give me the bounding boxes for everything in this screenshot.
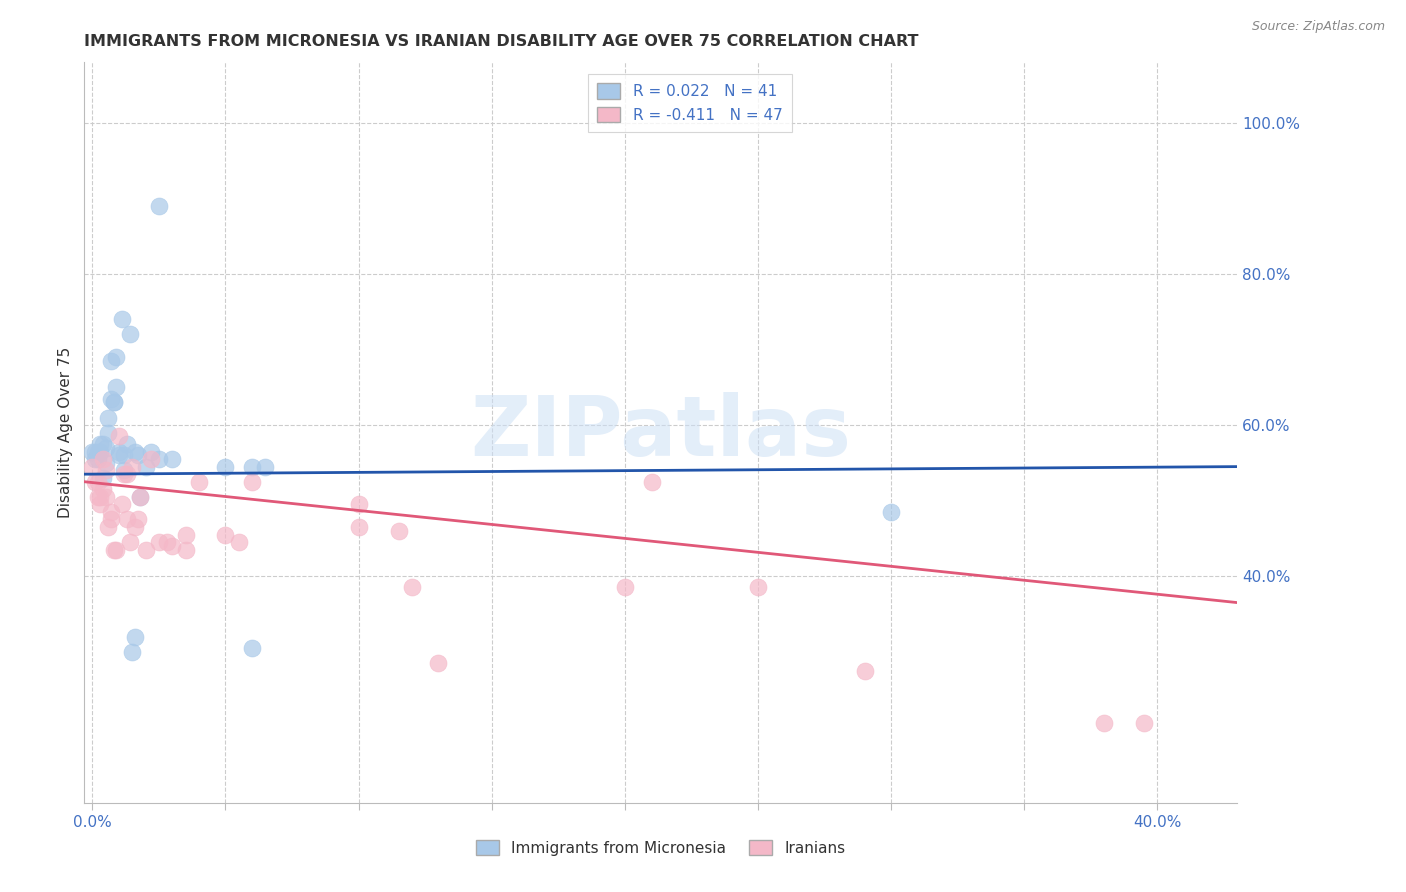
Point xyxy=(139,444,162,458)
Point xyxy=(747,581,769,595)
Point xyxy=(1092,716,1115,731)
Point xyxy=(100,392,122,406)
Point xyxy=(853,664,876,678)
Point xyxy=(880,505,903,519)
Point xyxy=(112,463,135,477)
Point xyxy=(105,350,128,364)
Point xyxy=(105,380,128,394)
Point xyxy=(91,471,114,485)
Point xyxy=(347,497,370,511)
Point xyxy=(97,410,120,425)
Point xyxy=(108,444,131,458)
Point xyxy=(347,520,370,534)
Point xyxy=(187,475,209,489)
Point xyxy=(108,429,131,443)
Point xyxy=(112,448,135,462)
Point xyxy=(82,444,104,458)
Point xyxy=(103,542,125,557)
Point xyxy=(214,459,236,474)
Point xyxy=(156,535,179,549)
Point xyxy=(401,581,423,595)
Point xyxy=(97,425,120,440)
Point xyxy=(174,542,197,557)
Point xyxy=(94,490,117,504)
Point xyxy=(84,475,107,489)
Point xyxy=(84,444,107,458)
Point xyxy=(103,395,125,409)
Point xyxy=(1133,716,1156,731)
Point xyxy=(148,535,170,549)
Point xyxy=(105,542,128,557)
Point xyxy=(111,312,134,326)
Point xyxy=(387,524,409,538)
Point xyxy=(94,456,117,470)
Point xyxy=(91,437,114,451)
Point xyxy=(100,354,122,368)
Point xyxy=(240,475,263,489)
Point xyxy=(89,490,111,504)
Point xyxy=(89,444,111,458)
Point xyxy=(129,490,152,504)
Point xyxy=(118,535,141,549)
Text: ZIPatlas: ZIPatlas xyxy=(471,392,851,473)
Point xyxy=(160,452,183,467)
Point xyxy=(108,448,131,462)
Point xyxy=(121,459,143,474)
Point xyxy=(613,581,636,595)
Y-axis label: Disability Age Over 75: Disability Age Over 75 xyxy=(58,347,73,518)
Point xyxy=(148,199,170,213)
Point xyxy=(240,640,263,655)
Point xyxy=(124,520,146,534)
Point xyxy=(100,505,122,519)
Point xyxy=(640,475,662,489)
Point xyxy=(86,444,108,458)
Point xyxy=(100,512,122,526)
Point xyxy=(228,535,250,549)
Point xyxy=(121,645,143,659)
Point xyxy=(254,459,277,474)
Point xyxy=(115,467,138,482)
Point xyxy=(124,630,146,644)
Text: IMMIGRANTS FROM MICRONESIA VS IRANIAN DISABILITY AGE OVER 75 CORRELATION CHART: IMMIGRANTS FROM MICRONESIA VS IRANIAN DI… xyxy=(84,34,920,49)
Point xyxy=(91,483,114,497)
Point xyxy=(82,459,104,474)
Point xyxy=(86,475,108,489)
Point xyxy=(427,656,450,670)
Point xyxy=(127,448,149,462)
Point xyxy=(86,452,108,467)
Point xyxy=(214,527,236,541)
Point xyxy=(148,452,170,467)
Text: Source: ZipAtlas.com: Source: ZipAtlas.com xyxy=(1251,20,1385,33)
Point xyxy=(127,512,149,526)
Point xyxy=(111,497,134,511)
Point xyxy=(103,395,125,409)
Legend: Immigrants from Micronesia, Iranians: Immigrants from Micronesia, Iranians xyxy=(470,834,852,862)
Point xyxy=(129,490,152,504)
Point xyxy=(115,437,138,451)
Point xyxy=(240,459,263,474)
Point xyxy=(174,527,197,541)
Point xyxy=(160,539,183,553)
Point xyxy=(124,444,146,458)
Point xyxy=(86,490,108,504)
Point xyxy=(94,441,117,455)
Point xyxy=(89,497,111,511)
Point xyxy=(118,327,141,342)
Point xyxy=(139,452,162,467)
Point xyxy=(112,467,135,482)
Point xyxy=(84,452,107,467)
Point xyxy=(97,520,120,534)
Point xyxy=(89,437,111,451)
Point xyxy=(135,542,157,557)
Point xyxy=(94,463,117,477)
Point xyxy=(135,459,157,474)
Point xyxy=(91,452,114,467)
Point xyxy=(115,512,138,526)
